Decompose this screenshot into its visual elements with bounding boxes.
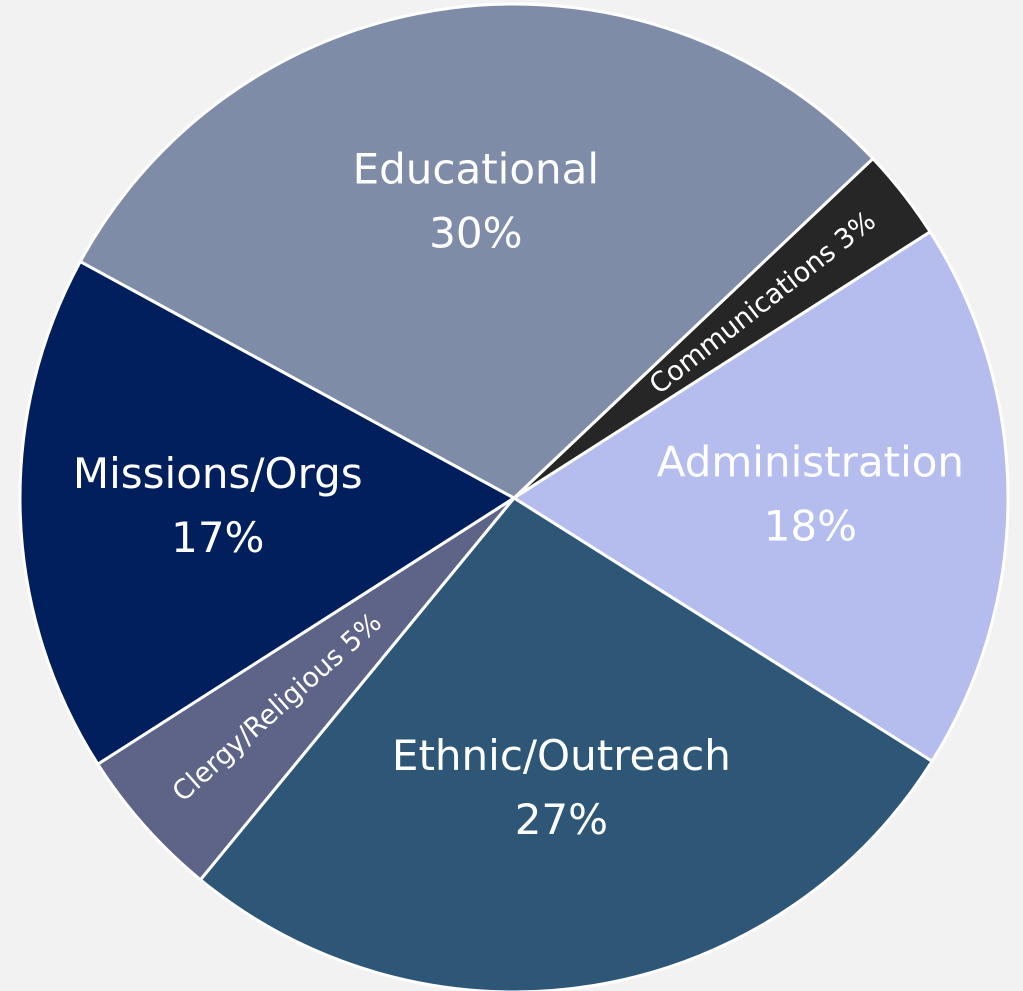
pie-slice: [198, 496, 935, 991]
pie-slice: [78, 2, 876, 500]
category-label: Educational: [353, 145, 600, 194]
value-label: 30%: [429, 209, 522, 258]
pie-slice: [95, 496, 516, 882]
category-label: Ethnic/Outreach: [392, 731, 731, 780]
value-label: 18%: [764, 501, 857, 550]
value-label: 27%: [515, 795, 608, 844]
category-label: Missions/Orgs: [73, 449, 363, 498]
value-label: 17%: [171, 513, 264, 562]
pie-slice: [18, 259, 517, 767]
category-label: Administration: [657, 437, 964, 486]
pie-slice: [511, 229, 1010, 764]
